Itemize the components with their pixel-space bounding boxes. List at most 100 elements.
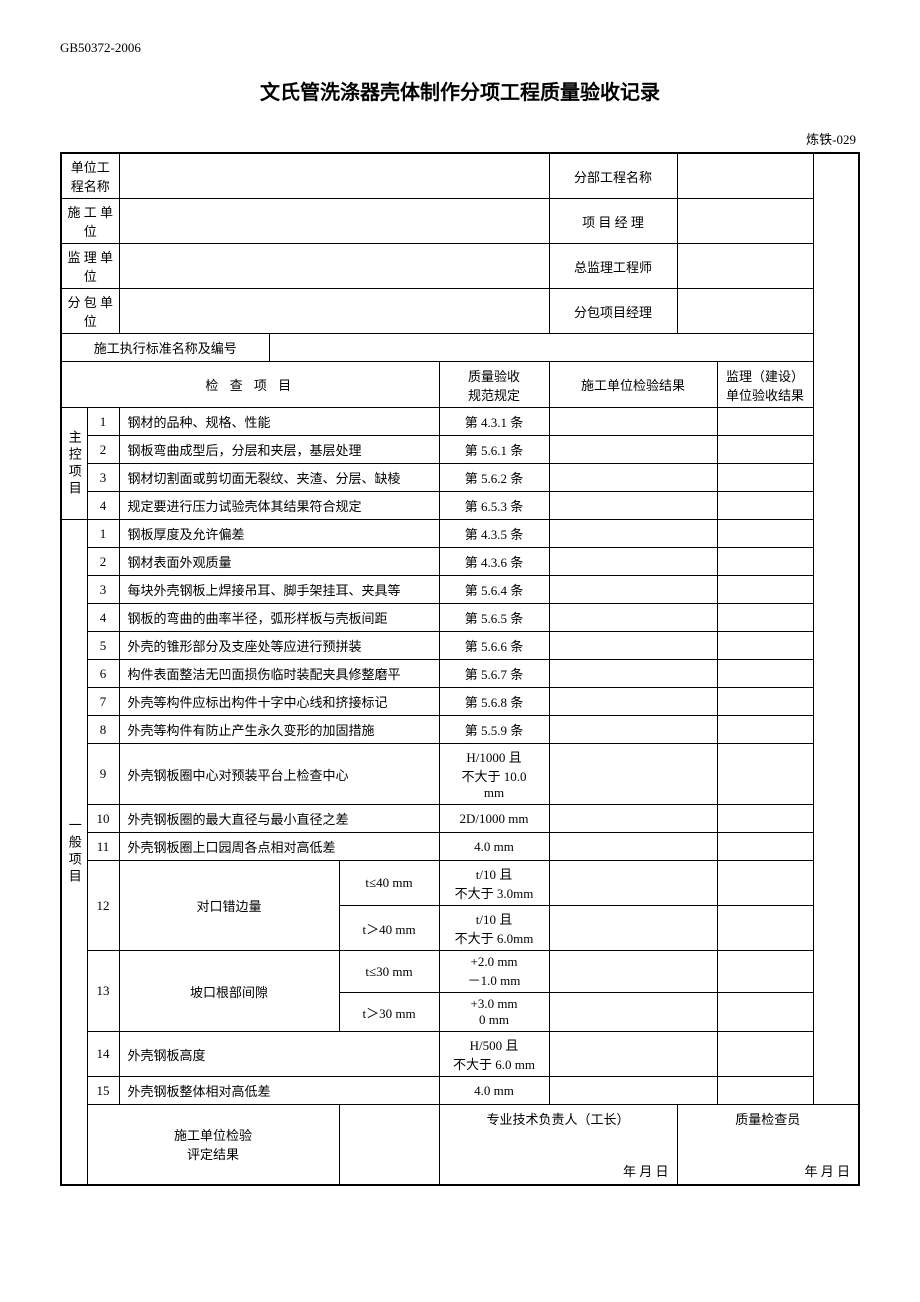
item13-result-a[interactable] [549, 951, 717, 993]
general-item-8: 外壳等构件有防止产生永久变形的加固措施 [119, 716, 439, 744]
value-exec-standard[interactable] [269, 334, 813, 362]
general-item-10: 外壳钢板圈的最大直径与最小直径之差 [119, 805, 439, 833]
primary-result-1[interactable] [549, 408, 717, 436]
general-item-15: 外壳钢板整体相对高低差 [119, 1077, 439, 1105]
general-no-4: 4 [87, 604, 119, 632]
label-tech-leader: 专业技术负责人（工长） [440, 1109, 677, 1128]
general-spec-5: 第 5.6.6 条 [439, 632, 549, 660]
label-subcontract-unit: 分 包 单 位 [61, 289, 119, 334]
general-item-12: 对口错边量 [119, 861, 339, 951]
general-item-4: 钢板的弯曲的曲率半径，弧形样板与壳板间距 [119, 604, 439, 632]
general-item-1: 钢板厚度及允许偏差 [119, 520, 439, 548]
primary-spec-1: 第 4.3.1 条 [439, 408, 549, 436]
value-unit-project[interactable] [119, 153, 549, 199]
general-accept-4[interactable] [717, 604, 813, 632]
doc-code: GB50372-2006 [60, 40, 860, 56]
value-division-project[interactable] [677, 153, 813, 199]
general-item-5: 外壳的锥形部分及支座处等应进行预拼装 [119, 632, 439, 660]
tech-leader-cell[interactable]: 专业技术负责人（工长） 年 月 日 [439, 1105, 677, 1185]
general-result-7[interactable] [549, 688, 717, 716]
label-unit-project: 单位工程名称 [61, 153, 119, 199]
general-no-2: 2 [87, 548, 119, 576]
value-supervision-unit[interactable] [119, 244, 549, 289]
general-spec-6: 第 5.6.7 条 [439, 660, 549, 688]
label-construction-unit: 施 工 单 位 [61, 199, 119, 244]
primary-accept-4[interactable] [717, 492, 813, 520]
general-accept-1[interactable] [717, 520, 813, 548]
value-project-manager[interactable] [677, 199, 813, 244]
primary-accept-1[interactable] [717, 408, 813, 436]
value-subcontract-unit[interactable] [119, 289, 549, 334]
general-no-1: 1 [87, 520, 119, 548]
general-accept-5[interactable] [717, 632, 813, 660]
general-spec-8: 第 5.5.9 条 [439, 716, 549, 744]
primary-accept-2[interactable] [717, 436, 813, 464]
item12-accept-b[interactable] [717, 906, 813, 951]
value-sub-pm[interactable] [677, 289, 813, 334]
general-no-10: 10 [87, 805, 119, 833]
col-inspection-item: 检 查 项 目 [61, 362, 439, 408]
general-accept-11[interactable] [717, 833, 813, 861]
item13-result-b[interactable] [549, 993, 717, 1032]
col-construction-result: 施工单位检验结果 [549, 362, 717, 408]
general-result-6[interactable] [549, 660, 717, 688]
general-no-3: 3 [87, 576, 119, 604]
general-no-8: 8 [87, 716, 119, 744]
primary-result-2[interactable] [549, 436, 717, 464]
item12-result-b[interactable] [549, 906, 717, 951]
general-no-6: 6 [87, 660, 119, 688]
evaluation-blank[interactable] [339, 1105, 439, 1185]
general-item-2: 钢材表面外观质量 [119, 548, 439, 576]
general-item-3: 每块外壳钢板上焊接吊耳、脚手架挂耳、夹具等 [119, 576, 439, 604]
general-accept-9[interactable] [717, 744, 813, 805]
primary-item-1: 钢材的品种、规格、性能 [119, 408, 439, 436]
item13-accept-a[interactable] [717, 951, 813, 993]
general-result-8[interactable] [549, 716, 717, 744]
item12-accept-a[interactable] [717, 861, 813, 906]
general-accept-8[interactable] [717, 716, 813, 744]
item13-accept-b[interactable] [717, 993, 813, 1032]
general-accept-6[interactable] [717, 660, 813, 688]
general-spec-3: 第 5.6.4 条 [439, 576, 549, 604]
primary-item-2: 钢板弯曲成型后，分层和夹层，基层处理 [119, 436, 439, 464]
general-accept-10[interactable] [717, 805, 813, 833]
general-result-14[interactable] [549, 1032, 717, 1077]
general-accept-3[interactable] [717, 576, 813, 604]
general-result-9[interactable] [549, 744, 717, 805]
general-result-3[interactable] [549, 576, 717, 604]
general-accept-14[interactable] [717, 1032, 813, 1077]
value-chief-engineer[interactable] [677, 244, 813, 289]
primary-accept-3[interactable] [717, 464, 813, 492]
general-result-15[interactable] [549, 1077, 717, 1105]
primary-item-3: 钢材切割面或剪切面无裂纹、夹渣、分层、缺棱 [119, 464, 439, 492]
general-result-2[interactable] [549, 548, 717, 576]
primary-item-4: 规定要进行压力试验壳体其结果符合规定 [119, 492, 439, 520]
general-no-5: 5 [87, 632, 119, 660]
primary-result-4[interactable] [549, 492, 717, 520]
primary-result-3[interactable] [549, 464, 717, 492]
general-result-1[interactable] [549, 520, 717, 548]
label-sub-pm: 分包项目经理 [549, 289, 677, 334]
general-item-7: 外壳等构件应标出构件十字中心线和挤接标记 [119, 688, 439, 716]
general-spec-7: 第 5.6.8 条 [439, 688, 549, 716]
primary-spec-4: 第 6.5.3 条 [439, 492, 549, 520]
general-spec-4: 第 5.6.5 条 [439, 604, 549, 632]
general-no-7: 7 [87, 688, 119, 716]
quality-inspector-cell[interactable]: 质量检查员 年 月 日 [677, 1105, 859, 1185]
item13-cond-b: t＞30 mm [339, 993, 439, 1032]
general-no-15: 15 [87, 1077, 119, 1105]
general-accept-15[interactable] [717, 1077, 813, 1105]
value-construction-unit[interactable] [119, 199, 549, 244]
general-result-5[interactable] [549, 632, 717, 660]
general-result-10[interactable] [549, 805, 717, 833]
primary-no-4: 4 [87, 492, 119, 520]
item12-spec-b: t/10 且 不大于 6.0mm [439, 906, 549, 951]
general-accept-7[interactable] [717, 688, 813, 716]
general-result-11[interactable] [549, 833, 717, 861]
item12-result-a[interactable] [549, 861, 717, 906]
general-result-4[interactable] [549, 604, 717, 632]
date-1: 年 月 日 [623, 1161, 669, 1180]
general-accept-2[interactable] [717, 548, 813, 576]
general-no-12: 12 [87, 861, 119, 951]
form-table: 单位工程名称 分部工程名称 施 工 单 位 项 目 经 理 监 理 单 位 总监… [60, 152, 860, 1186]
